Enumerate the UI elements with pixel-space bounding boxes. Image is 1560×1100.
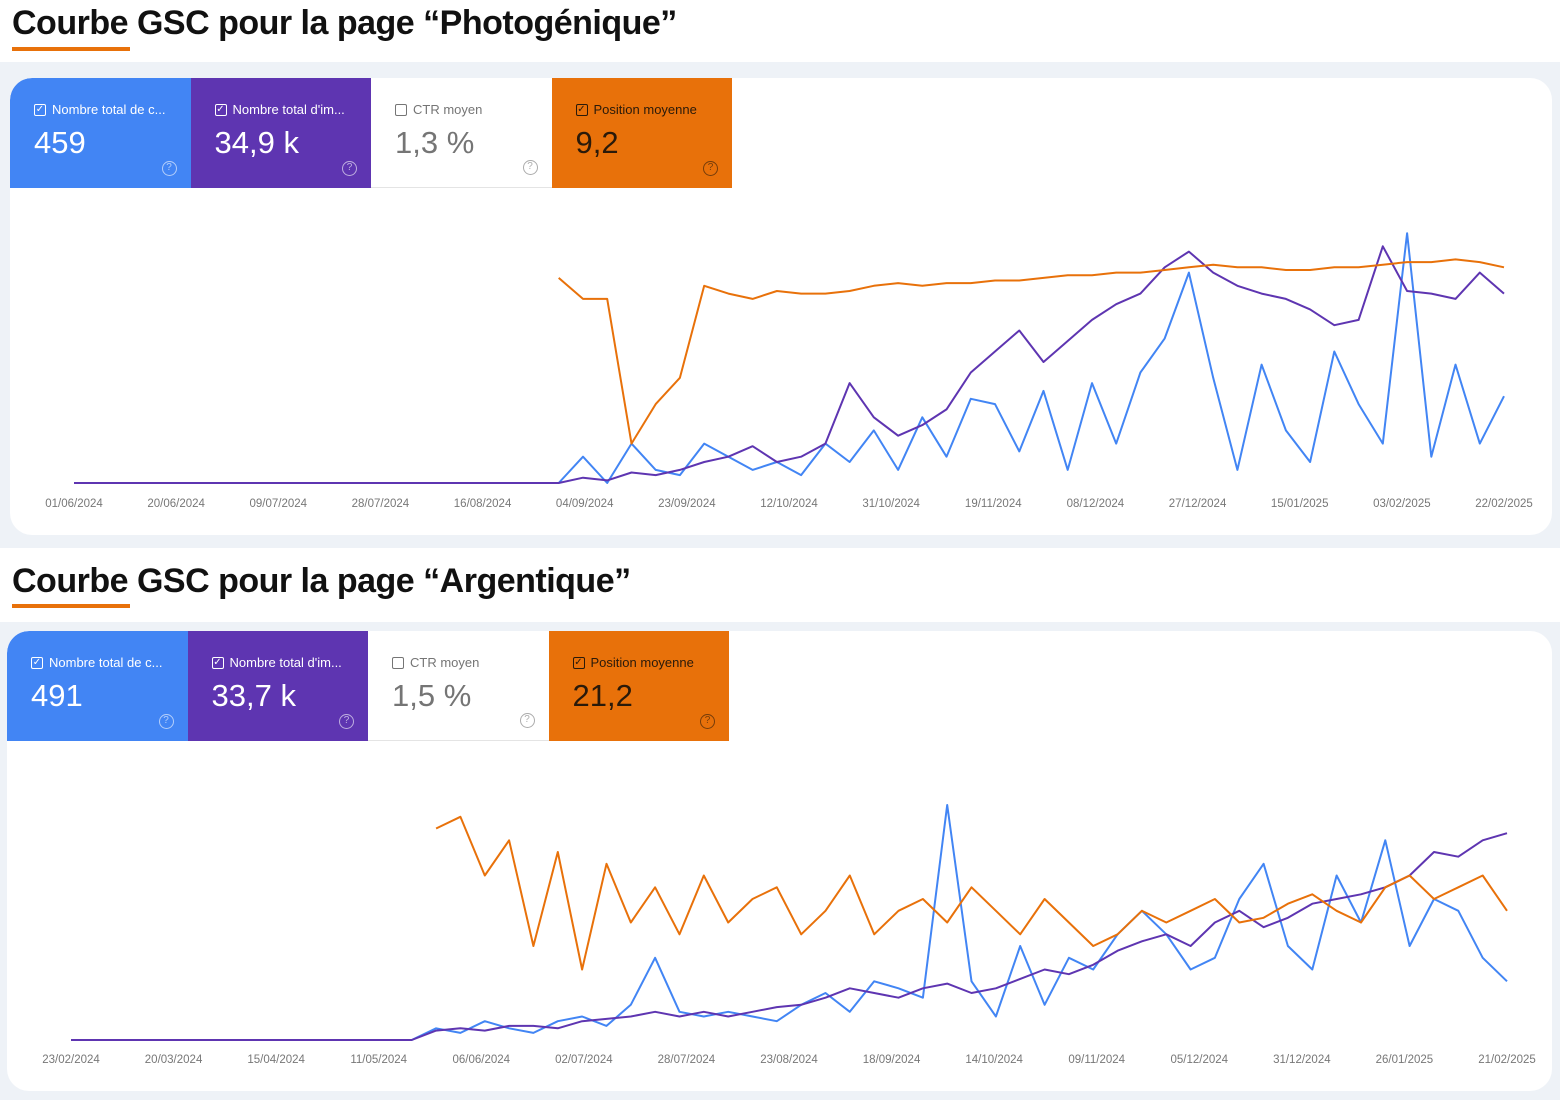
help-icon[interactable]: ? <box>158 714 174 729</box>
help-icon[interactable]: ? <box>522 160 538 175</box>
x-tick-label: 15/04/2024 <box>247 1054 305 1066</box>
checkbox-icon[interactable] <box>392 656 404 669</box>
checkbox-icon[interactable]: ✓ <box>31 656 43 669</box>
x-tick-label: 06/06/2024 <box>453 1054 511 1066</box>
title-underline <box>12 47 130 51</box>
metric-label: Nombre total d'im... <box>232 102 345 117</box>
x-tick-label: 23/02/2024 <box>42 1054 100 1066</box>
metric-value: 491 <box>31 678 83 713</box>
metric-value: 459 <box>34 125 86 160</box>
metric-label: Nombre total d'im... <box>229 655 342 670</box>
chart-card: ✓ Nombre total de c... 459? ✓ Nombre total d… <box>10 78 1552 535</box>
metric-impressions-tab[interactable]: ✓ Nombre total d'im... 33,7 k? <box>187 631 368 741</box>
checkbox-icon[interactable]: ✓ <box>211 656 224 669</box>
metric-tabs: ✓ Nombre total de c... 491? ✓ Nombre total d… <box>7 631 729 741</box>
metric-tabs: ✓ Nombre total de c... 459? ✓ Nombre total d… <box>10 78 732 188</box>
series-line-impressions <box>71 832 1508 1041</box>
x-tick-label: 23/08/2024 <box>760 1054 818 1066</box>
metric-value: 21,2 <box>572 678 633 713</box>
x-tick-label: 20/06/2024 <box>147 498 205 510</box>
x-tick-label: 28/07/2024 <box>352 498 410 510</box>
metric-impressions-tab[interactable]: ✓ Nombre total d'im... 34,9 k? <box>190 78 371 188</box>
metric-label: Position moyenne <box>590 655 694 670</box>
help-icon[interactable]: ? <box>342 161 357 176</box>
metric-ctr-tab[interactable]: CTR moyen 1,3 %? <box>371 78 552 188</box>
metric-label: Nombre total de c... <box>52 102 166 117</box>
series-line-position <box>435 815 1508 971</box>
series-line-clicks <box>71 804 1508 1041</box>
metric-value: 34,9 k <box>214 125 299 160</box>
series-line-impressions <box>74 245 1505 484</box>
metric-clicks-tab[interactable]: ✓ Nombre total de c... 459? <box>10 78 191 188</box>
metric-value: 1,5 % <box>392 678 472 713</box>
series-line-position <box>558 258 1505 445</box>
help-icon[interactable]: ? <box>519 713 535 728</box>
x-tick-label: 22/02/2025 <box>1475 498 1533 510</box>
x-tick-label: 14/10/2024 <box>965 1054 1023 1066</box>
x-tick-label: 28/07/2024 <box>658 1054 716 1066</box>
section-title: Courbe GSC pour la page “Photogénique” <box>12 4 677 42</box>
x-tick-label: 27/12/2024 <box>1169 498 1227 510</box>
x-tick-label: 12/10/2024 <box>760 498 818 510</box>
x-tick-label: 20/03/2024 <box>145 1054 203 1066</box>
metric-value: 33,7 k <box>211 678 296 713</box>
metric-ctr-tab[interactable]: CTR moyen 1,5 %? <box>368 631 549 741</box>
x-tick-label: 16/08/2024 <box>454 498 512 510</box>
metric-position-tab[interactable]: ✓ Position moyenne 9,2? <box>551 78 732 188</box>
x-tick-label: 19/11/2024 <box>965 498 1022 510</box>
metric-label: Nombre total de c... <box>49 655 163 670</box>
x-tick-label: 18/09/2024 <box>863 1054 921 1066</box>
title-underline <box>12 604 130 608</box>
metric-label: CTR moyen <box>413 102 483 117</box>
x-tick-label: 03/02/2025 <box>1373 498 1431 510</box>
x-tick-label: 23/09/2024 <box>658 498 716 510</box>
help-icon[interactable]: ? <box>703 161 718 176</box>
x-tick-label: 04/09/2024 <box>556 498 614 510</box>
x-tick-label: 02/07/2024 <box>555 1054 613 1066</box>
metric-label: Position moyenne <box>593 102 697 117</box>
x-tick-label: 31/12/2024 <box>1273 1054 1331 1066</box>
x-tick-label: 01/06/2024 <box>45 498 103 510</box>
metric-position-tab[interactable]: ✓ Position moyenne 21,2? <box>548 631 729 741</box>
chart-card: ✓ Nombre total de c... 491? ✓ Nombre total d… <box>7 631 1552 1091</box>
x-tick-label: 31/10/2024 <box>862 498 920 510</box>
x-tick-label: 26/01/2025 <box>1376 1054 1434 1066</box>
line-chart: 23/02/2024 20/03/2024 15/04/2024 11/05/2024… <box>42 804 1536 1066</box>
x-tick-label: 21/02/2025 <box>1478 1054 1536 1066</box>
section-title: Courbe GSC pour la page “Argentique” <box>12 562 631 600</box>
help-icon[interactable]: ? <box>700 714 715 729</box>
help-icon[interactable]: ? <box>161 161 177 176</box>
checkbox-icon[interactable] <box>395 103 407 116</box>
metric-value: 1,3 % <box>395 125 475 160</box>
x-tick-label: 09/07/2024 <box>250 498 308 510</box>
x-tick-label: 05/12/2024 <box>1171 1054 1229 1066</box>
help-icon[interactable]: ? <box>339 714 354 729</box>
checkbox-icon[interactable]: ✓ <box>575 103 588 116</box>
checkbox-icon[interactable]: ✓ <box>214 103 227 116</box>
metric-value: 9,2 <box>575 125 619 160</box>
metric-clicks-tab[interactable]: ✓ Nombre total de c... 491? <box>7 631 188 741</box>
x-tick-label: 15/01/2025 <box>1271 498 1329 510</box>
metric-label: CTR moyen <box>410 655 480 670</box>
checkbox-icon[interactable]: ✓ <box>572 656 585 669</box>
line-chart: 01/06/2024 20/06/2024 09/07/2024 28/07/2024… <box>45 232 1533 510</box>
x-tick-label: 11/05/2024 <box>350 1054 407 1066</box>
checkbox-icon[interactable]: ✓ <box>34 103 46 116</box>
x-tick-label: 08/12/2024 <box>1067 498 1125 510</box>
x-tick-label: 09/11/2024 <box>1068 1054 1125 1066</box>
